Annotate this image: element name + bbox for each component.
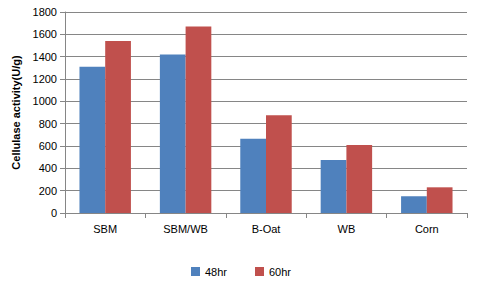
svg-text:1800: 1800 bbox=[33, 6, 57, 18]
svg-text:1600: 1600 bbox=[33, 28, 57, 40]
svg-text:Cellulase activity(U/g): Cellulase activity(U/g) bbox=[10, 55, 22, 170]
svg-text:200: 200 bbox=[39, 185, 57, 197]
svg-text:0: 0 bbox=[51, 207, 57, 219]
svg-text:SBM/WB: SBM/WB bbox=[163, 223, 208, 235]
svg-text:1400: 1400 bbox=[33, 51, 57, 63]
svg-text:400: 400 bbox=[39, 162, 57, 174]
svg-text:48hr: 48hr bbox=[205, 266, 227, 278]
svg-text:Corn: Corn bbox=[415, 223, 439, 235]
svg-text:WB: WB bbox=[338, 223, 356, 235]
svg-text:SBM: SBM bbox=[93, 223, 117, 235]
svg-text:800: 800 bbox=[39, 118, 57, 130]
svg-text:600: 600 bbox=[39, 140, 57, 152]
svg-text:1200: 1200 bbox=[33, 73, 57, 85]
svg-text:1000: 1000 bbox=[33, 95, 57, 107]
svg-text:60hr: 60hr bbox=[269, 266, 291, 278]
svg-text:B-Oat: B-Oat bbox=[252, 223, 281, 235]
